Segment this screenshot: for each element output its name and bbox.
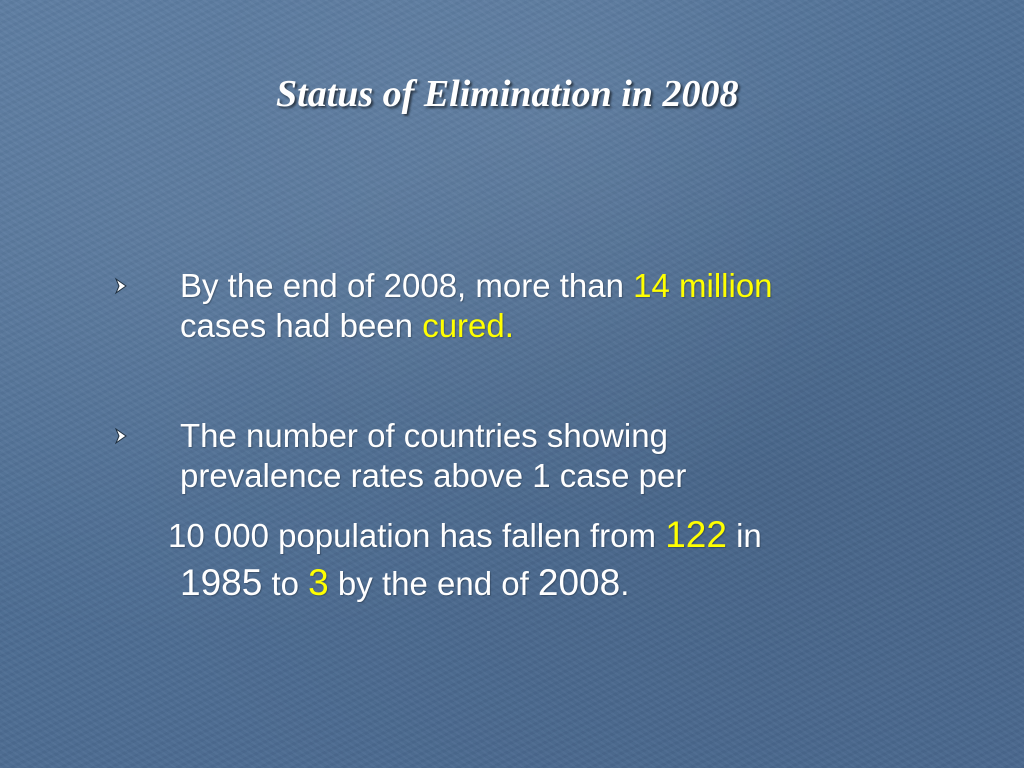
- year-2008: 2008: [537, 562, 621, 603]
- arrowhead-bullet-icon: [114, 427, 127, 445]
- bullet-1-line-1: By the end of 2008, more than 14 million: [180, 266, 773, 306]
- bullet-1-line-2: cases had been cured.: [180, 306, 773, 346]
- bullet-1-text: By the end of 2008, more than 14 million…: [180, 266, 773, 346]
- word-to: to: [262, 565, 309, 602]
- highlight-122: 122: [665, 514, 727, 555]
- bullet-2-line-4-text: by the end of: [328, 565, 538, 602]
- bullet-2-text: The number of countries showing prevalen…: [180, 416, 686, 496]
- highlight-cured: cured.: [422, 307, 514, 344]
- year-1985: 1985: [180, 562, 263, 603]
- bullet-2-line-3: 10 000 population has fallen from 122 in: [168, 512, 762, 559]
- bullet-2-line-2: prevalence rates above 1 case per: [180, 457, 687, 494]
- arrowhead-bullet-icon: [114, 277, 127, 295]
- bullet-1-text-b: cases had been: [180, 307, 423, 344]
- bullet-2-line-4: 1985 to 3 by the end of 2008.: [180, 560, 629, 607]
- highlight-3: 3: [308, 562, 329, 603]
- period: .: [620, 565, 630, 602]
- highlight-14-million: 14 million: [633, 267, 773, 304]
- bullet-1-text-a: By the end of 2008, more than: [180, 267, 634, 304]
- bullet-2-line-3-text: 10 000 population has fallen from: [168, 517, 666, 554]
- slide-title: Status of Elimination in 2008: [276, 73, 739, 115]
- bullet-2-line-3-tail: in: [726, 517, 762, 554]
- bullet-2-line-1: The number of countries showing: [180, 417, 668, 454]
